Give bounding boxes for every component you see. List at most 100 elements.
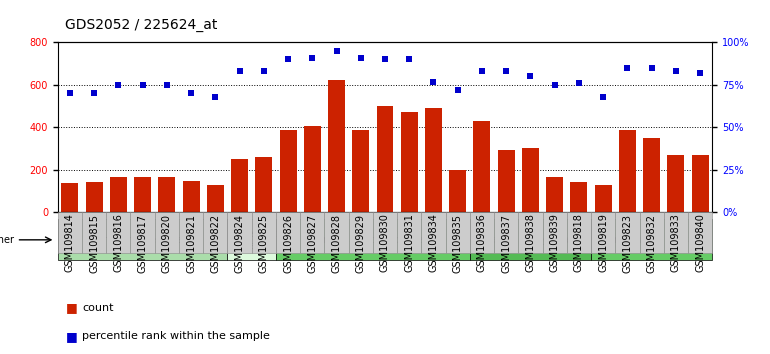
Bar xyxy=(543,212,567,253)
Point xyxy=(64,91,76,96)
Point xyxy=(524,74,537,79)
Bar xyxy=(252,212,276,253)
Text: GSM109818: GSM109818 xyxy=(574,213,584,273)
Text: GSM109837: GSM109837 xyxy=(501,213,511,273)
Bar xyxy=(159,177,176,212)
Text: proliferative phase: proliferative phase xyxy=(97,235,189,245)
Bar xyxy=(643,138,660,212)
Bar xyxy=(571,182,588,212)
Text: GSM109822: GSM109822 xyxy=(210,213,220,273)
Point xyxy=(645,65,658,71)
Text: count: count xyxy=(82,303,114,313)
Bar xyxy=(85,182,102,212)
Point xyxy=(451,87,464,93)
Bar xyxy=(449,170,466,212)
Bar xyxy=(207,185,224,212)
Bar xyxy=(546,177,563,212)
Bar xyxy=(58,219,227,260)
Bar xyxy=(425,108,442,212)
Bar xyxy=(353,130,370,212)
Text: GSM109814: GSM109814 xyxy=(65,213,75,273)
Bar xyxy=(591,219,712,260)
Bar xyxy=(397,212,421,253)
Text: ■: ■ xyxy=(65,302,77,314)
Bar xyxy=(227,212,252,253)
Point xyxy=(185,91,197,96)
Text: GSM109833: GSM109833 xyxy=(671,213,681,273)
Bar xyxy=(110,177,127,212)
Bar xyxy=(328,80,345,212)
Text: GSM109838: GSM109838 xyxy=(525,213,535,273)
Bar xyxy=(619,130,636,212)
Bar xyxy=(373,212,397,253)
Bar xyxy=(591,212,615,253)
Bar xyxy=(349,212,373,253)
Point xyxy=(694,70,706,76)
Bar xyxy=(688,212,712,253)
Bar xyxy=(324,212,349,253)
Bar xyxy=(155,212,179,253)
Bar xyxy=(62,183,79,212)
Text: percentile rank within the sample: percentile rank within the sample xyxy=(82,331,270,341)
Bar xyxy=(494,212,518,253)
Point xyxy=(209,94,222,100)
Text: GSM109820: GSM109820 xyxy=(162,213,172,273)
Text: ambiguous phase: ambiguous phase xyxy=(608,235,695,245)
Bar xyxy=(691,155,708,212)
Bar xyxy=(640,212,664,253)
Point xyxy=(621,65,634,71)
Point xyxy=(306,55,319,61)
Bar xyxy=(130,212,155,253)
Text: GSM109824: GSM109824 xyxy=(235,213,245,273)
Text: GSM109817: GSM109817 xyxy=(138,213,148,273)
Bar xyxy=(58,212,82,253)
Bar xyxy=(522,148,539,212)
Bar xyxy=(518,212,543,253)
Point xyxy=(500,69,512,74)
Bar xyxy=(421,212,446,253)
Text: GSM109839: GSM109839 xyxy=(550,213,560,273)
Point xyxy=(233,69,246,74)
Bar xyxy=(134,177,151,212)
Point xyxy=(282,57,294,62)
Bar xyxy=(567,212,591,253)
Text: other: other xyxy=(0,235,14,245)
Bar xyxy=(276,219,470,260)
Bar xyxy=(203,212,227,253)
Bar xyxy=(106,212,130,253)
Point xyxy=(112,82,125,88)
Bar xyxy=(227,219,276,260)
Bar xyxy=(446,212,470,253)
Point xyxy=(330,48,343,54)
Text: GSM109815: GSM109815 xyxy=(89,213,99,273)
Point xyxy=(136,82,149,88)
Text: GSM109835: GSM109835 xyxy=(453,213,463,273)
Text: GSM109834: GSM109834 xyxy=(428,213,438,273)
Point xyxy=(548,82,561,88)
Bar xyxy=(664,212,688,253)
Text: GSM109828: GSM109828 xyxy=(332,213,342,273)
Bar xyxy=(497,150,514,212)
Bar xyxy=(231,159,248,212)
Bar xyxy=(179,212,203,253)
Point xyxy=(597,94,609,100)
Bar xyxy=(304,126,321,212)
Bar xyxy=(182,181,199,212)
Bar xyxy=(470,219,591,260)
Bar xyxy=(280,130,296,212)
Point xyxy=(403,57,415,62)
Text: GSM109836: GSM109836 xyxy=(477,213,487,273)
Bar xyxy=(400,112,417,212)
Bar xyxy=(668,155,685,212)
Bar xyxy=(470,212,494,253)
Text: mid secretory phase: mid secretory phase xyxy=(323,235,423,245)
Point xyxy=(379,57,391,62)
Text: GSM109823: GSM109823 xyxy=(622,213,632,273)
Point xyxy=(476,69,488,74)
Bar xyxy=(594,185,611,212)
Bar xyxy=(276,212,300,253)
Text: GSM109832: GSM109832 xyxy=(647,213,657,273)
Point xyxy=(88,91,100,96)
Text: GDS2052 / 225624_at: GDS2052 / 225624_at xyxy=(65,18,218,32)
Bar xyxy=(615,212,640,253)
